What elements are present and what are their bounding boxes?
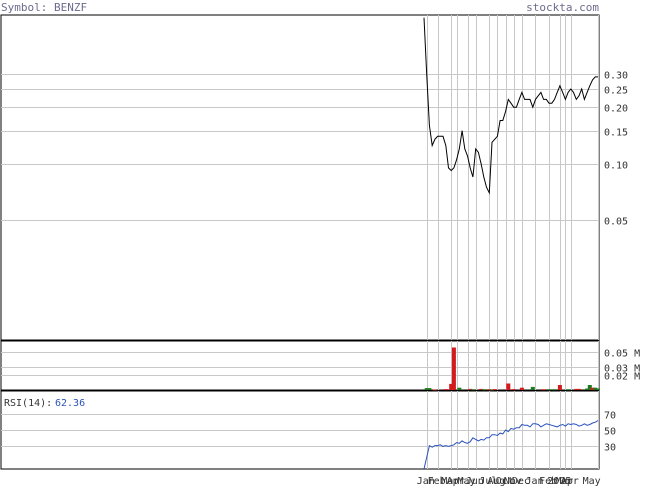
volume-bar [557, 385, 562, 390]
volume-tick-label: 0.05 M [604, 349, 640, 360]
price-frame [0, 14, 600, 341]
rsi-label: RSI(14): [4, 398, 52, 409]
rsi-tick-label: 30 [604, 443, 616, 454]
x-tick-label: Nov [504, 476, 522, 486]
volume-bar [530, 386, 535, 390]
price-tick-label: 0.05 [604, 217, 628, 228]
volume-bar [424, 388, 429, 390]
volume-bar [490, 389, 494, 391]
x-tick-label: Jun [466, 476, 484, 486]
x-tick-label: Aug [487, 476, 505, 486]
site-label: stockta.com [526, 1, 599, 14]
volume-bar [470, 389, 475, 391]
volume-bar [479, 388, 484, 390]
volume-bar [492, 389, 497, 391]
volume-bar [506, 383, 511, 390]
x-tick-label: Feb [539, 476, 557, 486]
rsi-line [423, 420, 599, 470]
x-tick-label: Feb [428, 476, 446, 486]
x-tick-label: Apr [447, 476, 465, 486]
volume-bar [487, 389, 492, 391]
volume-bar [552, 389, 557, 391]
volume-bar [468, 388, 473, 390]
price-tick-label: 0.30 [604, 71, 628, 82]
rsi-panel: 70 50 30 [0, 390, 616, 470]
volume-bar [596, 388, 600, 390]
volume-bar [590, 387, 595, 390]
volume-bar [443, 389, 448, 391]
volume-bar [574, 388, 579, 390]
x-tick-label: Jan [526, 476, 544, 486]
volume-bar [585, 388, 590, 390]
price-panel: 0.30 0.25 0.20 0.15 0.10 0.05 [0, 14, 628, 341]
x-tick-label: Mar [441, 476, 459, 486]
x-tick-label: Jan [417, 476, 435, 486]
x-tick-label: Mar [555, 476, 573, 486]
x-axis: JanFebMarAprMayJunJulAugOctNovDecJanFeb2… [417, 476, 601, 486]
rsi-tick-label: 50 [604, 427, 616, 438]
volume-bar [432, 389, 437, 391]
volume-bar [457, 387, 462, 390]
volume-panel: 0.05 M 0.03 M0.02 M [0, 340, 640, 391]
volume-bar [451, 347, 456, 390]
volume-bar [593, 387, 598, 390]
volume-bar [511, 389, 516, 391]
volume-bar [587, 385, 592, 390]
volume-tick-label: 0.02 M [604, 372, 640, 383]
x-tick-label: 2005 [547, 476, 571, 486]
price-tick-label: 0.20 [604, 104, 628, 115]
price-tick-label: 0.10 [604, 161, 628, 172]
volume-bar [577, 388, 581, 390]
price-line [423, 17, 598, 195]
x-tick-label: May [458, 476, 476, 486]
volume-bar [541, 389, 546, 391]
volume-bar [547, 389, 552, 391]
rsi-current-value: 62.36 [55, 398, 85, 409]
volume-bar [449, 383, 454, 390]
volume-bar [481, 389, 486, 391]
x-tick-label: Apr [561, 476, 579, 486]
volume-bar [519, 387, 524, 390]
price-tick-label: 0.15 [604, 128, 628, 139]
x-tick-label: May [583, 476, 601, 486]
volume-tick-label: 0.03 M [604, 364, 640, 375]
rsi-tick-label: 70 [604, 411, 616, 422]
x-tick-label: Dec [512, 476, 530, 486]
symbol-label: Symbol: BENZF [1, 1, 87, 14]
price-tick-label: 0.25 [604, 86, 628, 97]
x-tick-label: Jul [479, 476, 497, 486]
volume-bar [566, 389, 571, 391]
volume-frame [0, 340, 600, 391]
volume-bar [427, 388, 432, 390]
x-tick-label: Oct [496, 476, 514, 486]
